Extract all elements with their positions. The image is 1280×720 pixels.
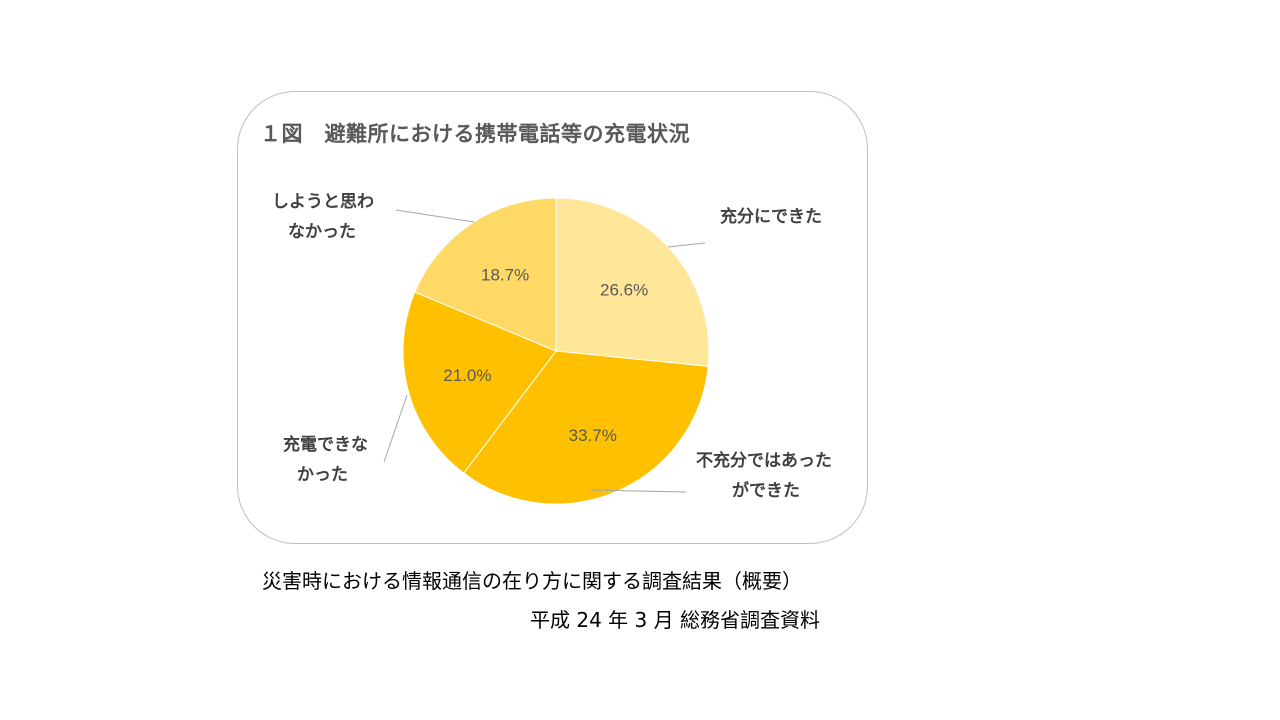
value-label-not-charged: 21.0%: [443, 366, 491, 385]
chart-title: １図 避難所における携帯電話等の充電状況: [260, 122, 690, 146]
pie-slice-did-not-try: [414, 197, 557, 352]
leader-line-did-not-try: [395, 209, 475, 223]
pie-slice-fully-charged: [555, 197, 710, 367]
leader-line-fully-charged: [667, 242, 706, 248]
category-label-partially-charged: 不充分ではあったができた: [696, 450, 832, 501]
category-label-fully-charged: 充分にできた: [720, 206, 822, 227]
pie-slice-not-charged: [402, 291, 557, 474]
value-label-fully-charged: 26.6%: [600, 280, 648, 299]
value-label-did-not-try: 18.7%: [481, 266, 529, 285]
value-label-partially-charged: 33.7%: [569, 426, 617, 445]
leader-line-partially-charged: [589, 489, 687, 493]
leader-line-not-charged: [383, 394, 408, 463]
source-line-1: 災害時における情報通信の在り方に関する調査結果（概要）: [262, 569, 802, 593]
source-line-2: 平成 24 年 3 月 総務省調査資料: [530, 608, 820, 632]
category-label-not-charged: 充電できなかった: [283, 434, 368, 485]
category-label-did-not-try: しようと思わなかった: [272, 192, 374, 242]
pie-slice-partially-charged: [463, 350, 709, 505]
